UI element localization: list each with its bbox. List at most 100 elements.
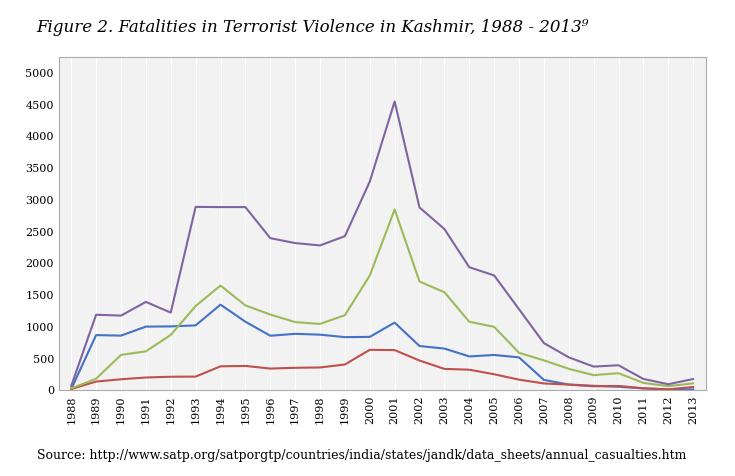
Total casualties — [589, 364, 598, 369]
Security Force Personnel — [241, 363, 250, 369]
Civilians — [241, 319, 250, 325]
Line: Civilians: Civilians — [71, 305, 693, 389]
Terrorists — [291, 319, 300, 325]
Total casualties — [664, 381, 673, 387]
Terrorists — [216, 283, 225, 288]
Security Force Personnel — [166, 374, 175, 379]
Civilians — [266, 333, 275, 338]
Terrorists — [166, 332, 175, 338]
Total casualties — [67, 383, 76, 389]
Line: Total casualties: Total casualties — [71, 101, 693, 386]
Civilians — [117, 333, 126, 338]
Civilians — [141, 324, 150, 329]
Security Force Personnel — [564, 382, 573, 387]
Terrorists — [539, 357, 548, 363]
Total casualties — [564, 355, 573, 360]
Terrorists — [689, 380, 698, 386]
Total casualties — [291, 240, 300, 246]
Terrorists — [141, 348, 150, 354]
Total casualties — [490, 273, 498, 278]
Security Force Personnel — [490, 371, 498, 377]
Line: Security Force Personnel: Security Force Personnel — [71, 350, 693, 389]
Civilians — [539, 377, 548, 383]
Security Force Personnel — [639, 386, 648, 391]
Civilians — [315, 332, 324, 337]
Total casualties — [440, 226, 449, 232]
Civilians — [67, 386, 76, 392]
Civilians — [365, 334, 374, 340]
Terrorists — [390, 207, 399, 212]
Terrorists — [465, 319, 473, 325]
Civilians — [589, 383, 598, 389]
Text: Source: http://www.satp.org/satporgtp/countries/india/states/jandk/data_sheets/a: Source: http://www.satp.org/satporgtp/co… — [37, 449, 686, 462]
Civilians — [291, 331, 300, 337]
Civilians — [614, 384, 623, 390]
Total casualties — [141, 299, 150, 305]
Security Force Personnel — [365, 347, 374, 353]
Total casualties — [191, 204, 200, 210]
Civilians — [340, 334, 349, 340]
Total casualties — [340, 233, 349, 239]
Total casualties — [266, 235, 275, 241]
Terrorists — [639, 380, 648, 386]
Terrorists — [191, 303, 200, 309]
Security Force Personnel — [440, 366, 449, 372]
Security Force Personnel — [216, 364, 225, 369]
Security Force Personnel — [291, 365, 300, 371]
Total casualties — [415, 205, 424, 210]
Total casualties — [390, 99, 399, 104]
Security Force Personnel — [141, 375, 150, 380]
Security Force Personnel — [117, 377, 126, 382]
Total casualties — [689, 376, 698, 382]
Total casualties — [216, 204, 225, 210]
Terrorists — [564, 366, 573, 372]
Security Force Personnel — [415, 357, 424, 363]
Civilians — [564, 382, 573, 387]
Total casualties — [92, 312, 101, 317]
Total casualties — [465, 264, 473, 270]
Total casualties — [365, 179, 374, 185]
Civilians — [490, 352, 498, 358]
Terrorists — [92, 376, 101, 382]
Terrorists — [117, 352, 126, 358]
Civilians — [166, 324, 175, 329]
Security Force Personnel — [266, 366, 275, 371]
Line: Terrorists: Terrorists — [71, 209, 693, 388]
Civilians — [92, 332, 101, 338]
Total casualties — [117, 313, 126, 318]
Terrorists — [315, 321, 324, 327]
Terrorists — [490, 324, 498, 330]
Security Force Personnel — [514, 377, 523, 383]
Civilians — [664, 387, 673, 392]
Total casualties — [614, 362, 623, 368]
Civilians — [216, 302, 225, 307]
Terrorists — [266, 312, 275, 317]
Civilians — [689, 387, 698, 392]
Security Force Personnel — [539, 381, 548, 387]
Total casualties — [315, 243, 324, 248]
Terrorists — [514, 350, 523, 356]
Security Force Personnel — [614, 383, 623, 389]
Security Force Personnel — [340, 362, 349, 367]
Civilians — [440, 346, 449, 351]
Terrorists — [241, 303, 250, 308]
Terrorists — [614, 370, 623, 376]
Total casualties — [639, 376, 648, 382]
Total casualties — [166, 310, 175, 316]
Terrorists — [365, 273, 374, 278]
Total casualties — [539, 340, 548, 346]
Terrorists — [67, 386, 76, 391]
Terrorists — [415, 278, 424, 284]
Text: Figure 2. Fatalities in Terrorist Violence in Kashmir, 1988 - 2013⁹: Figure 2. Fatalities in Terrorist Violen… — [37, 19, 589, 36]
Total casualties — [514, 307, 523, 312]
Security Force Personnel — [191, 374, 200, 379]
Security Force Personnel — [390, 347, 399, 353]
Civilians — [639, 386, 648, 391]
Civilians — [191, 323, 200, 328]
Security Force Personnel — [689, 384, 698, 390]
Civilians — [465, 354, 473, 359]
Total casualties — [241, 204, 250, 210]
Security Force Personnel — [664, 387, 673, 392]
Terrorists — [340, 312, 349, 318]
Civilians — [514, 355, 523, 360]
